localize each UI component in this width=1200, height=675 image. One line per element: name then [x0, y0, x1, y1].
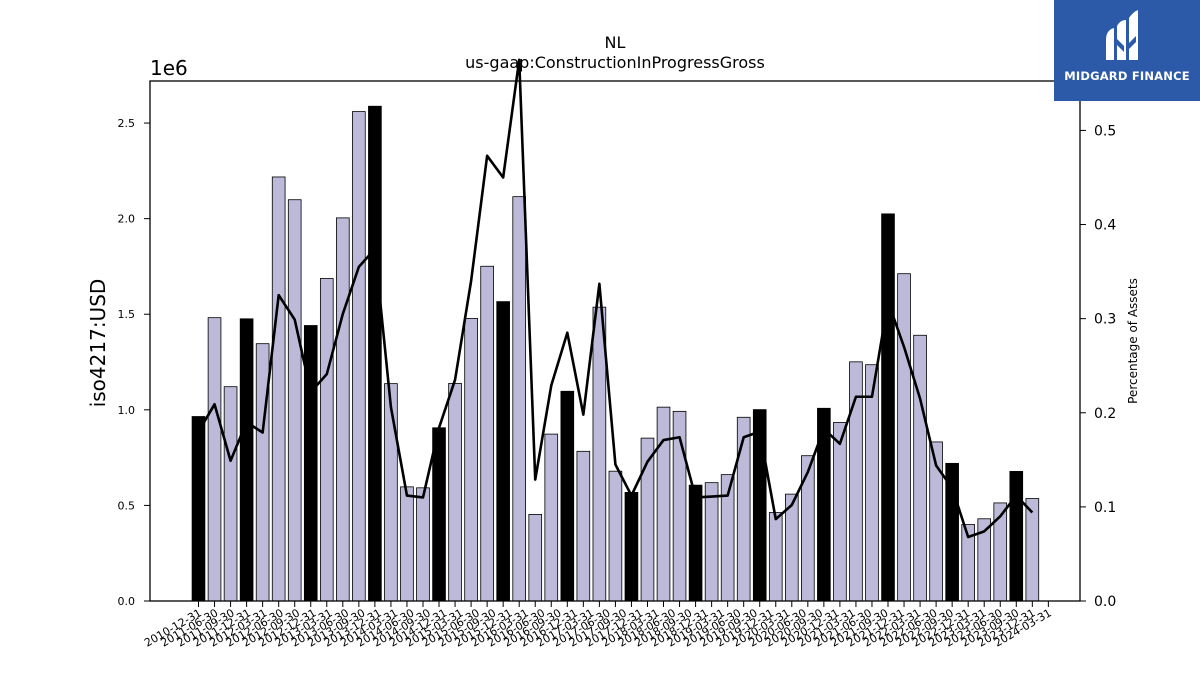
bar-2022-03-31 — [913, 334, 927, 602]
plot-frame — [149, 80, 1081, 602]
y-tick-label: 2.5 — [118, 117, 136, 130]
y2-axis-ticks: 0.0 0.1 0.2 0.3 0.4 0.5 — [1080, 123, 1116, 610]
bar-2016-12-31 — [576, 450, 591, 602]
bar-2013-12-31 — [384, 383, 398, 602]
bar-2014-03-31 — [400, 486, 414, 602]
bar-2011-03-31 — [207, 317, 222, 602]
bar-2013-09-30 — [368, 105, 382, 602]
chart-subtitle: us-gaap:ConstructionInProgressGross — [465, 53, 765, 72]
bar-2013-03-31 — [336, 217, 350, 602]
y-tick-label: 1.5 — [118, 308, 136, 321]
bar-2014-09-30 — [432, 427, 446, 602]
bar-2019-12-31 — [768, 512, 783, 602]
logo-mark-icon — [1106, 10, 1138, 60]
bar-2013-06-30 — [352, 111, 366, 602]
bar-2023-12-31 — [1025, 498, 1040, 602]
bar-2020-06-30 — [801, 455, 815, 602]
bar-2019-06-30 — [736, 416, 751, 602]
y2-tick-label: 0.1 — [1094, 500, 1116, 516]
y-tick-label: 0.5 — [118, 499, 136, 512]
bar-2011-09-30 — [239, 318, 254, 602]
logo-text: MIDGARD FINANCE — [1064, 69, 1190, 83]
bar-2012-12-31 — [319, 278, 334, 602]
y2-tick-label: 0.4 — [1094, 218, 1116, 234]
bar-2018-03-31 — [656, 406, 671, 602]
y2-tick-label: 0.5 — [1094, 123, 1116, 139]
bar-2015-12-31 — [512, 196, 526, 602]
percentage-line — [197, 58, 1034, 539]
bar-2012-06-30 — [287, 199, 302, 602]
bar-2021-12-31 — [897, 273, 911, 602]
bar-2011-12-31 — [255, 343, 270, 602]
bar-2018-09-30 — [688, 484, 703, 602]
y2-tick-label: 0.0 — [1094, 594, 1116, 610]
bar-2016-03-31 — [528, 514, 543, 602]
y-tick-label: 0.0 — [118, 595, 136, 608]
bar-2014-12-31 — [448, 383, 462, 602]
bar-2017-03-31 — [592, 306, 607, 602]
midgard-finance-logo: MIDGARD FINANCE — [1054, 0, 1200, 101]
y2-tick-label: 0.2 — [1094, 406, 1116, 422]
bar-2015-06-30 — [480, 265, 494, 602]
y-axis-multiplier: 1e6 — [150, 56, 188, 80]
bar-2021-09-30 — [881, 213, 895, 602]
bar-series — [191, 105, 1040, 602]
bar-2021-06-30 — [865, 364, 879, 602]
bar-2017-06-30 — [608, 470, 623, 602]
bar-2016-06-30 — [544, 433, 559, 602]
x-axis-ticks: 2010-12-312011-06-302011-09-302011-12-31… — [142, 601, 1054, 650]
bar-2023-09-30 — [1009, 470, 1024, 602]
bar-2015-09-30 — [496, 301, 510, 602]
bar-2011-06-30 — [223, 386, 238, 602]
y2-tick-label: 0.3 — [1094, 312, 1116, 328]
y-axis-ticks: 0.0 0.5 1.0 1.5 2.0 2.5 — [118, 117, 150, 608]
bar-2018-12-31 — [704, 482, 719, 602]
bar-2017-09-30 — [624, 492, 639, 602]
chart-title: NL — [605, 33, 626, 52]
bar-2020-12-31 — [833, 422, 847, 602]
bar-2012-03-31 — [271, 176, 286, 602]
y-tick-label: 1.0 — [118, 404, 136, 417]
bar-2014-06-30 — [416, 487, 430, 602]
y-axis-label: iso4217:USD — [86, 279, 110, 408]
bar-2016-09-30 — [560, 390, 575, 602]
y-tick-label: 2.0 — [118, 213, 136, 226]
y2-axis-label: Percentage of Assets — [1126, 278, 1140, 404]
bar-2015-03-31 — [464, 318, 478, 602]
bar-2010-12-31 — [191, 416, 206, 602]
